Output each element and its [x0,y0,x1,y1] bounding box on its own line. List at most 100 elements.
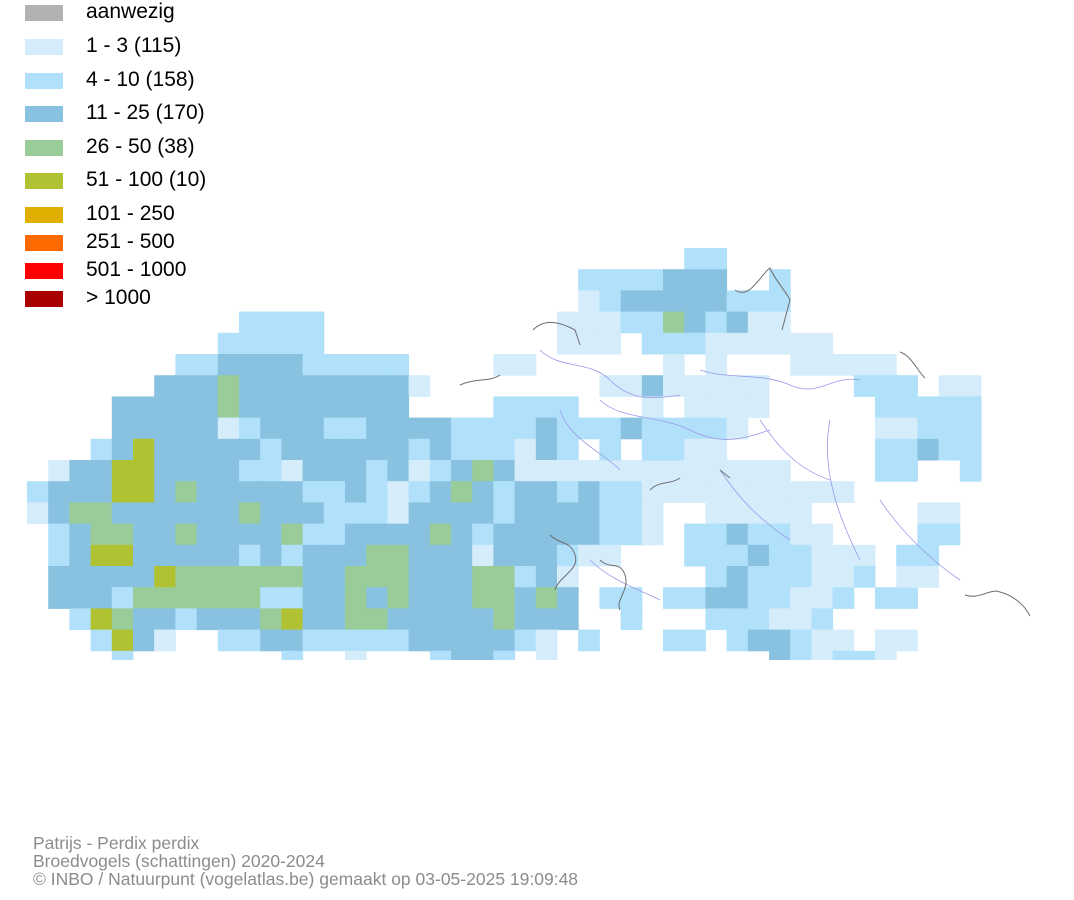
grid-cell [684,417,706,440]
grid-cell [217,438,240,461]
legend-label: > 1000 [86,286,151,309]
grid-cell [90,544,113,567]
grid-cell [938,417,961,440]
grid-cell [811,332,834,355]
grid-cell [557,460,579,482]
grid-cell [175,587,198,609]
grid-cell [133,481,155,503]
grid-cell [853,544,876,567]
grid-cell [705,396,728,419]
grid-cell [260,311,282,334]
grid-cell [620,290,643,313]
grid-cell [790,481,812,503]
grid-cell [790,502,812,525]
grid-cell [69,523,92,546]
grid-cell [69,566,92,588]
grid-cell [875,375,897,397]
grid-cell [599,311,622,334]
grid-cell [260,375,282,397]
border-line [459,374,501,386]
grid-cell [90,502,113,525]
grid-cell [514,566,537,588]
grid-cell [239,332,261,355]
grid-cell [811,544,834,567]
grid-cell [599,375,622,397]
grid-cell [323,438,346,461]
grid-cell [133,608,155,631]
grid-cell [705,417,728,440]
grid-cell [281,608,304,631]
grid-cell [323,396,346,419]
grid-cell [111,417,134,440]
grid-cell [472,481,494,503]
grid-cell [323,544,346,567]
grid-cell [260,544,282,567]
grid-cell [260,608,282,631]
grid-cell [154,608,176,631]
grid-cell [938,396,961,419]
grid-cell [196,523,219,546]
grid-cell [429,587,452,609]
grid-cell [747,290,770,313]
grid-cell [663,375,685,397]
grid-cell [705,438,728,461]
grid-cell [154,438,176,461]
grid-cell [832,544,855,567]
legend-label: 251 - 500 [86,230,175,253]
grid-cell [726,417,749,440]
grid-cell [90,523,113,546]
grid-cell [535,438,558,461]
grid-cell [69,460,92,482]
grid-cell [429,650,452,660]
grid-cell [684,311,706,334]
grid-cell [811,650,834,660]
grid-cell [111,460,134,482]
grid-cell [429,566,452,588]
grid-cell [408,481,431,503]
grid-cell [133,502,155,525]
grid-cell [705,311,728,334]
grid-cell [387,523,410,546]
grid-cell [260,438,282,461]
border-line [549,534,577,591]
grid-cell [599,332,622,355]
grid-cell [196,502,219,525]
grid-cell [726,587,749,609]
grid-cells [27,248,982,660]
grid-cell [493,417,516,440]
grid-cell [790,587,812,609]
grid-cell [811,608,834,631]
grid-cell [557,523,579,546]
grid-cell [217,375,240,397]
grid-cell [875,354,897,376]
grid-cell [853,650,876,660]
river-line [719,469,791,541]
grid-cell [345,608,367,631]
grid-cell [472,608,494,631]
grid-cell [175,502,198,525]
grid-cell [938,502,961,525]
grid-cell [239,523,261,546]
grid-cell [260,460,282,482]
grid-cell [345,587,367,609]
distribution-map [27,248,1031,660]
legend-label: 501 - 1000 [86,258,187,281]
grid-cell [196,417,219,440]
grid-cell [239,311,261,334]
grid-cell [663,332,685,355]
grid-cell [493,354,516,376]
grid-cell [896,566,918,588]
grid-cell [366,396,388,419]
grid-cell [196,608,219,631]
grid-cell [641,332,664,355]
grid-cell [196,354,219,376]
legend-swatch [25,140,63,156]
grid-cell [217,481,240,503]
grid-cell [769,269,791,291]
species-name: Patrijs - Perdix perdix [33,833,200,853]
grid-cell [451,544,473,567]
grid-cell [345,481,367,503]
grid-cell [175,566,198,588]
grid-cell [281,523,304,546]
grid-cell [48,566,70,588]
